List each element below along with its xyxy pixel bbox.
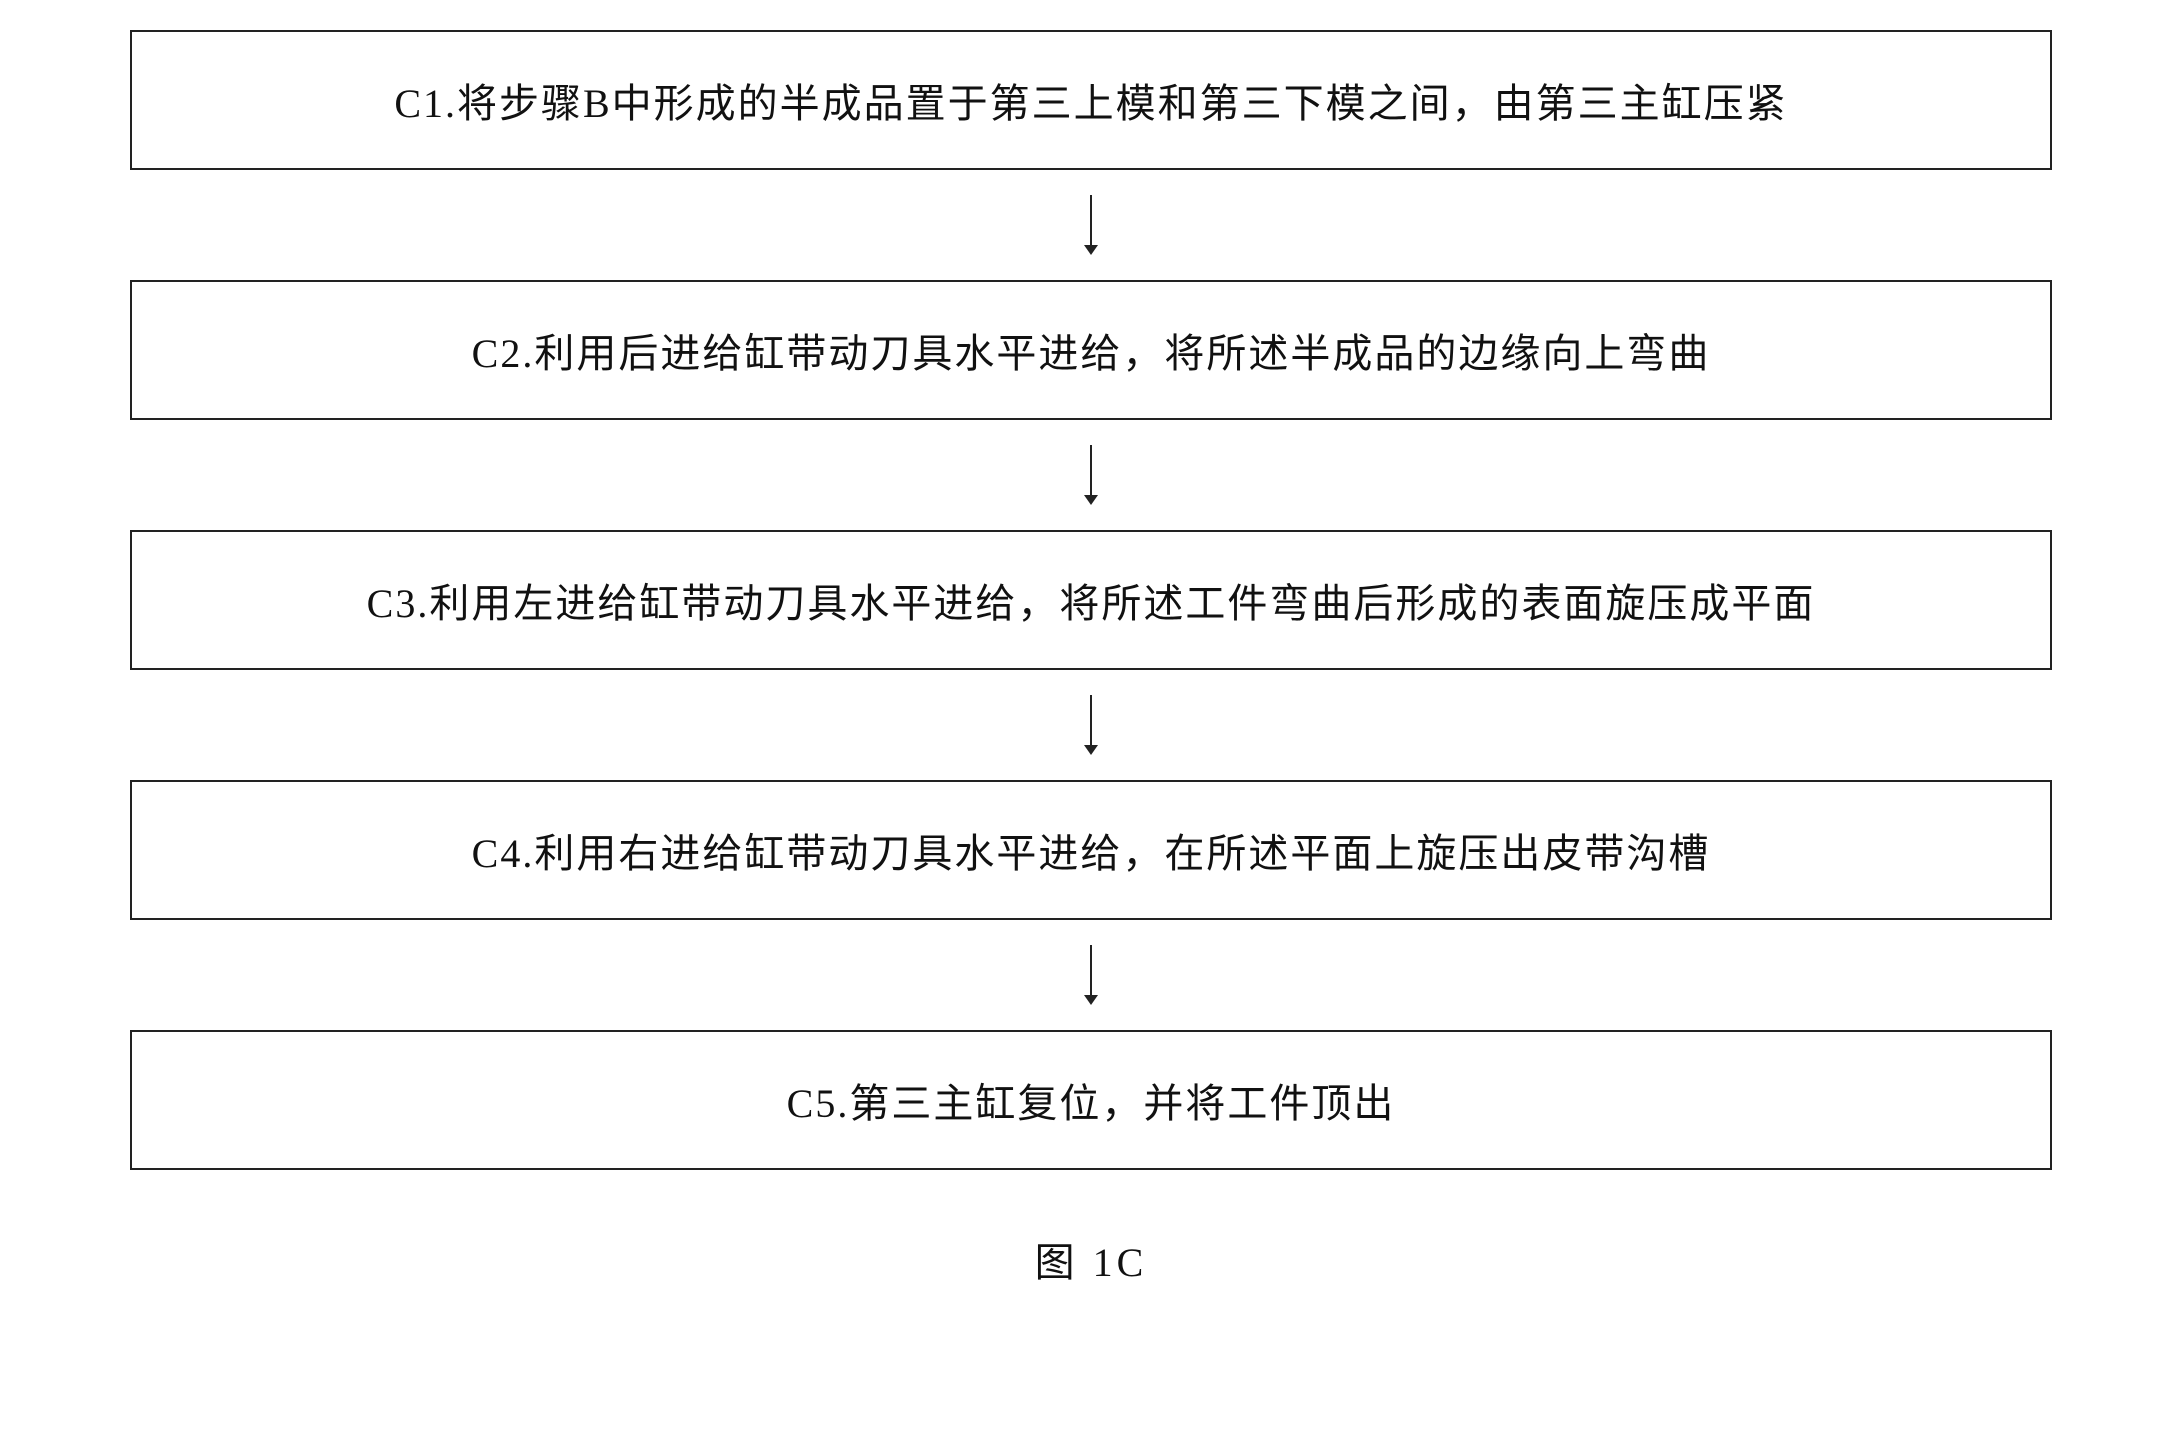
flow-step-c1: C1.将步骤B中形成的半成品置于第三上模和第三下模之间，由第三主缸压紧 (130, 30, 2052, 170)
flow-arrow (130, 420, 2052, 530)
flowchart-page: C1.将步骤B中形成的半成品置于第三上模和第三下模之间，由第三主缸压紧 C2.利用… (0, 0, 2182, 1436)
flow-step-label: C1.将步骤B中形成的半成品置于第三上模和第三下模之间，由第三主缸压紧 (394, 71, 1787, 129)
flow-arrow (130, 670, 2052, 780)
flow-step-c3: C3.利用左进给缸带动刀具水平进给，将所述工件弯曲后形成的表面旋压成平面 (130, 530, 2052, 670)
flow-step-c4: C4.利用右进给缸带动刀具水平进给，在所述平面上旋压出皮带沟槽 (130, 780, 2052, 920)
flow-step-label: C5.第三主缸复位，并将工件顶出 (787, 1071, 1396, 1129)
flow-arrow (130, 170, 2052, 280)
flow-arrow (130, 920, 2052, 1030)
figure-caption: 图 1C (130, 1230, 2052, 1288)
flow-step-label: C2.利用后进给缸带动刀具水平进给，将所述半成品的边缘向上弯曲 (472, 321, 1711, 379)
flow-step-label: C3.利用左进给缸带动刀具水平进给，将所述工件弯曲后形成的表面旋压成平面 (367, 571, 1816, 629)
flow-step-c5: C5.第三主缸复位，并将工件顶出 (130, 1030, 2052, 1170)
flow-step-label: C4.利用右进给缸带动刀具水平进给，在所述平面上旋压出皮带沟槽 (472, 821, 1711, 879)
flow-step-c2: C2.利用后进给缸带动刀具水平进给，将所述半成品的边缘向上弯曲 (130, 280, 2052, 420)
